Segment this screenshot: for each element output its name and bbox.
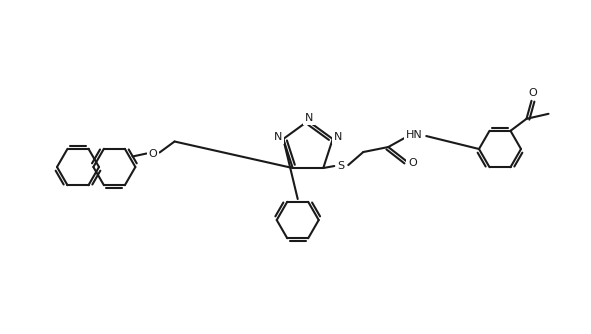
Text: O: O: [528, 88, 537, 98]
Text: N: N: [333, 132, 342, 142]
Text: N: N: [274, 132, 282, 142]
Text: S: S: [337, 161, 345, 171]
Text: O: O: [148, 149, 157, 159]
Text: HN: HN: [406, 130, 423, 140]
Text: O: O: [408, 158, 417, 168]
Text: N: N: [305, 113, 313, 123]
